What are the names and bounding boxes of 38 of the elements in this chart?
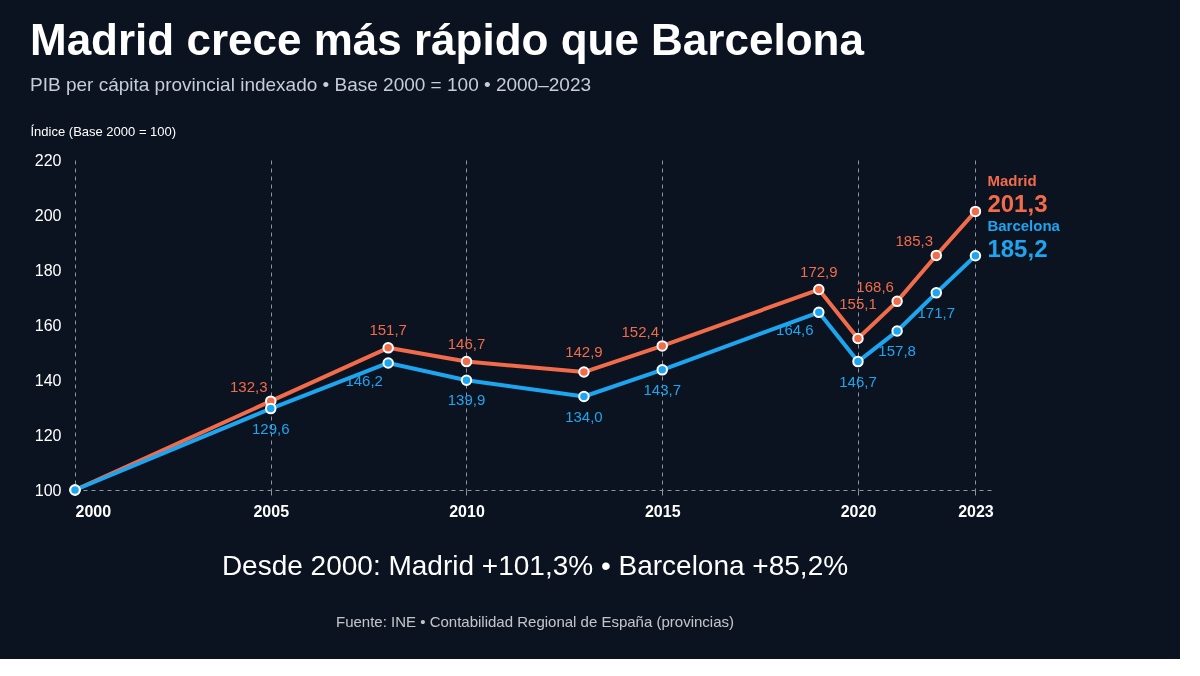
y-tick-label: 100 — [34, 481, 62, 499]
data-label: 157,8 — [878, 342, 916, 360]
data-label: 132,3 — [229, 378, 268, 396]
y-tick-label: 160 — [34, 316, 62, 334]
data-label: 143,7 — [643, 380, 682, 398]
source-note: Fuente: INE • Contabilidad Regional de España (provincias) — [336, 612, 734, 630]
data-label: 155,1 — [839, 295, 877, 313]
data-label: 152,4 — [621, 322, 660, 340]
data-label: 201,3 — [987, 190, 1048, 218]
data-label: 142,9 — [565, 343, 603, 361]
data-label: 129,6 — [251, 419, 290, 437]
series-label: Barcelona — [987, 216, 1061, 234]
text: Desde 2000: Madrid +101,3% • Barcelona +85,2% — [221, 549, 849, 581]
data-label: 134,0 — [565, 407, 603, 425]
x-tick-label: 2020 — [840, 502, 877, 520]
chart-title: Madrid crece más rápido que Barcelona — [30, 15, 865, 64]
data-label: 151,7 — [369, 320, 407, 338]
data-label: 146,7 — [839, 372, 877, 390]
data-label: 139,9 — [447, 391, 486, 409]
series-label: Madrid — [987, 172, 1037, 190]
y-tick-label: 180 — [34, 261, 62, 279]
chart-subtitle: PIB per cápita provincial indexado • Base 2000 = 100 • 2000–2023 — [30, 74, 592, 95]
x-tick-label: 2000 — [75, 502, 112, 520]
data-label: 172,9 — [800, 262, 838, 280]
x-tick-label: 2010 — [449, 502, 485, 520]
data-label: 185,3 — [895, 232, 934, 250]
y-tick-label: 220 — [34, 151, 62, 169]
data-label: 171,7 — [917, 303, 956, 321]
y-axis-title: Índice (Base 2000 = 100) — [30, 123, 177, 139]
data-label: 146,7 — [447, 334, 486, 352]
data-label: 168,6 — [856, 278, 894, 296]
y-tick-label: 200 — [34, 206, 62, 224]
x-tick-label: 2005 — [253, 502, 290, 520]
y-tick-label: 140 — [34, 371, 62, 389]
x-tick-label: 2015 — [644, 502, 681, 520]
data-label: 185,2 — [987, 234, 1048, 262]
y-tick-label: 120 — [34, 426, 62, 444]
x-tick-label: 2023 — [958, 502, 994, 520]
